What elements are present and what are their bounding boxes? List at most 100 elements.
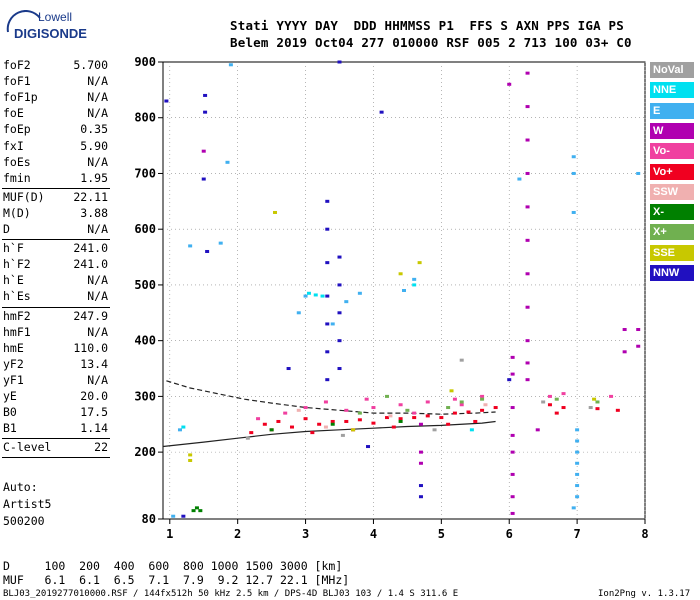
echo-point-e [225, 160, 230, 164]
echo-point-e [575, 472, 580, 476]
echo-point-nne [320, 294, 325, 298]
legend-item-vo-: Vo+ [650, 163, 694, 180]
echo-point-w [525, 238, 530, 242]
echo-point-sse [188, 453, 193, 457]
curve-trace [166, 380, 496, 415]
echo-point-vo- [425, 400, 430, 404]
echo-point-noval [459, 358, 464, 362]
echo-point-nnw [201, 177, 206, 181]
curve-profile [162, 420, 496, 448]
echo-point-w [201, 149, 206, 153]
echo-point-x- [385, 394, 390, 398]
y-tick-label: 200 [134, 445, 156, 459]
echo-point-x- [191, 509, 196, 513]
param-row-foe: foE N/A [3, 106, 108, 120]
echo-point-sse [273, 210, 278, 214]
echo-point-vo- [283, 411, 288, 415]
param-name: C-level [3, 440, 52, 455]
echo-point-e [218, 241, 223, 245]
param-value: 110.0 [73, 340, 108, 355]
echo-point-nnw [325, 350, 330, 354]
echo-point-nnw [286, 367, 291, 371]
echo-point-e [575, 484, 580, 488]
y-tick-label: 600 [134, 222, 156, 236]
echo-point-vo- [371, 421, 376, 425]
param-row-fof2: foF2 5.700 [3, 58, 108, 72]
echo-point-e [171, 514, 176, 518]
echo-point-w [525, 71, 530, 75]
param-name: h`F [3, 241, 24, 256]
echo-point-w [510, 406, 515, 410]
echo-point-e [177, 428, 182, 432]
echo-point-vo- [249, 431, 254, 435]
param-value: 13.4 [80, 356, 108, 371]
echo-point-vo- [609, 394, 614, 398]
echo-point-noval [588, 406, 593, 410]
x-tick-label: 2 [234, 527, 241, 541]
param-row-foep: foEp 0.35 [3, 122, 108, 136]
param-row-ye: yE 20.0 [3, 389, 108, 403]
param-row-h-e: h`E N/A [3, 273, 108, 287]
echo-point-w [622, 350, 627, 354]
param-row-fof1: foF1 N/A [3, 74, 108, 88]
param-value: 3.88 [80, 205, 108, 220]
echo-point-x- [446, 406, 451, 410]
param-row-hme: hmE 110.0 [3, 341, 108, 355]
echo-point-w [535, 428, 540, 432]
param-value: 5.90 [80, 138, 108, 153]
echo-point-x- [194, 506, 199, 510]
param-separator [2, 187, 110, 189]
echo-point-vo- [303, 417, 308, 421]
echo-point-nnw [203, 93, 208, 97]
echo-point-vo- [547, 403, 552, 407]
param-value: N/A [87, 324, 108, 339]
param-name: foEs [3, 154, 31, 169]
echo-point-vo- [357, 418, 362, 422]
echo-point-nnw [325, 322, 330, 326]
echo-point-vo- [595, 407, 600, 411]
echo-point-vo- [473, 419, 478, 423]
param-value: N/A [87, 106, 108, 121]
echo-point-vo- [256, 417, 261, 421]
echo-point-nnw [205, 249, 210, 253]
echo-point-e [357, 291, 362, 295]
echo-point-vo- [344, 419, 349, 423]
echo-point-nnw [337, 367, 342, 371]
echo-point-w [510, 495, 515, 499]
echo-point-vo- [480, 394, 485, 398]
echo-point-nnw [337, 311, 342, 315]
echo-point-e [575, 450, 580, 454]
echo-point-e [412, 277, 417, 281]
param-separator [2, 239, 110, 241]
echo-point-e [575, 495, 580, 499]
param-value: N/A [87, 289, 108, 304]
echo-point-e [575, 439, 580, 443]
param-value: N/A [87, 372, 108, 387]
echo-point-nnw [418, 495, 423, 499]
param-name: yF1 [3, 372, 24, 387]
param-value: 22.11 [73, 189, 108, 204]
legend-item-e: E [650, 102, 694, 119]
echo-point-w [510, 372, 515, 376]
echo-point-nne [412, 283, 417, 287]
echo-point-w [525, 138, 530, 142]
echo-point-nnw [366, 445, 371, 449]
param-row-b1: B1 1.14 [3, 421, 108, 435]
echo-point-e [571, 506, 576, 510]
param-row-fmin: fmin 1.95 [3, 171, 108, 185]
echo-point-vo- [303, 406, 308, 410]
echo-point-w [507, 82, 512, 86]
echo-point-w [510, 511, 515, 515]
echo-point-w [525, 305, 530, 309]
echo-point-vo- [466, 410, 471, 414]
echo-point-vo- [439, 416, 444, 420]
echo-point-w [525, 272, 530, 276]
echo-point-vo- [398, 417, 403, 421]
echo-point-vo- [615, 408, 620, 412]
echo-point-e [575, 461, 580, 465]
echo-point-nnw [325, 378, 330, 382]
legend-item-x-: X- [650, 204, 694, 221]
param-value: 5.700 [73, 58, 108, 72]
echo-point-vo- [412, 411, 417, 415]
param-name: hmE [3, 340, 24, 355]
